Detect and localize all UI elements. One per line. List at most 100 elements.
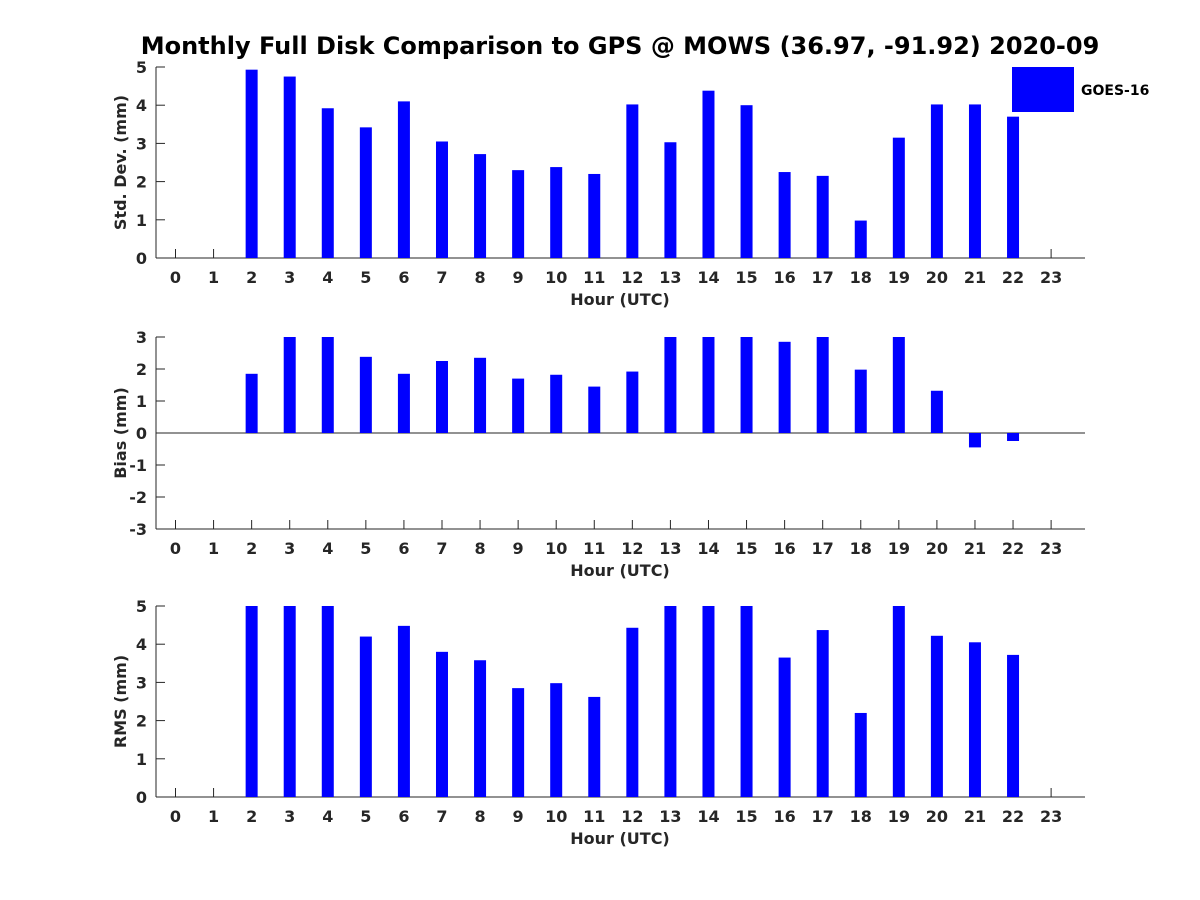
x-tick-label: 14 [697, 807, 719, 826]
x-tick-label: 23 [1040, 807, 1062, 826]
y-tick-label: 2 [136, 712, 147, 731]
x-tick-label: 3 [284, 268, 295, 287]
bar-hour-14 [702, 90, 715, 259]
bar-hour-5 [359, 636, 372, 797]
bar-hour-17 [816, 630, 829, 797]
bar-hour-12 [626, 371, 639, 433]
bar-hour-10 [550, 167, 563, 258]
x-tick-label: 2 [246, 268, 257, 287]
x-tick-label: 22 [1002, 807, 1024, 826]
x-tick-label: 3 [284, 807, 295, 826]
x-axis-label: Hour (UTC) [570, 829, 670, 848]
bar-hour-10 [550, 683, 563, 797]
x-tick-label: 11 [583, 807, 605, 826]
x-tick-label: 6 [398, 268, 409, 287]
x-tick-label: 12 [621, 807, 643, 826]
x-tick-label: 19 [888, 539, 910, 558]
bar-hour-3 [283, 76, 296, 258]
legend: GOES-16 [1012, 67, 1149, 112]
y-tick-label: 1 [136, 392, 147, 411]
bar-hour-11 [588, 173, 601, 258]
x-tick-label: 14 [697, 268, 719, 287]
x-tick-label: 17 [812, 807, 834, 826]
bar-hour-18 [854, 220, 867, 258]
bar-hour-14 [702, 337, 715, 433]
x-tick-label: 13 [659, 539, 681, 558]
x-axis-label: Hour (UTC) [570, 561, 670, 580]
y-tick-label: 0 [136, 788, 147, 807]
bar-hour-2 [245, 69, 258, 258]
bar-hour-4 [321, 108, 334, 258]
x-tick-label: 20 [926, 268, 948, 287]
bar-hour-7 [435, 361, 448, 433]
bar-hour-19 [892, 337, 905, 433]
y-tick-label: -3 [129, 520, 147, 539]
y-tick-label: 1 [136, 750, 147, 769]
x-tick-label: 12 [621, 268, 643, 287]
bar-hour-3 [283, 606, 296, 797]
bar-hour-10 [550, 374, 563, 433]
y-tick-label: 2 [136, 360, 147, 379]
y-tick-label: -1 [129, 456, 147, 475]
y-tick-label: 4 [136, 96, 147, 115]
y-axis-label: Bias (mm) [111, 387, 130, 479]
x-tick-label: 19 [888, 268, 910, 287]
x-tick-label: 7 [436, 268, 447, 287]
x-tick-label: 4 [322, 539, 333, 558]
bar-hour-18 [854, 712, 867, 797]
bar-hour-21 [968, 104, 981, 258]
y-tick-label: 5 [136, 58, 147, 77]
y-tick-label: -2 [129, 488, 147, 507]
y-axis-label: RMS (mm) [111, 655, 130, 748]
y-tick-label: 3 [136, 673, 147, 692]
bar-hour-5 [359, 356, 372, 433]
bar-hour-2 [245, 373, 258, 433]
x-tick-label: 0 [170, 807, 181, 826]
bar-hour-6 [397, 625, 410, 797]
x-tick-label: 1 [208, 539, 219, 558]
bar-hour-8 [474, 357, 487, 433]
bar-hour-13 [664, 142, 677, 258]
bar-hour-2 [245, 606, 258, 797]
x-tick-label: 18 [850, 539, 872, 558]
bar-hour-16 [778, 172, 791, 258]
bar-hour-4 [321, 337, 334, 433]
chart-title: Monthly Full Disk Comparison to GPS @ MO… [141, 32, 1100, 60]
bar-hour-11 [588, 696, 601, 797]
bar-hour-12 [626, 627, 639, 797]
x-tick-label: 4 [322, 268, 333, 287]
x-tick-label: 11 [583, 268, 605, 287]
x-tick-label: 10 [545, 807, 567, 826]
bar-hour-19 [892, 137, 905, 258]
bar-hour-9 [512, 688, 525, 797]
x-tick-label: 3 [284, 539, 295, 558]
y-tick-label: 4 [136, 635, 147, 654]
x-tick-label: 14 [697, 539, 719, 558]
x-tick-label: 18 [850, 807, 872, 826]
x-tick-label: 23 [1040, 268, 1062, 287]
y-tick-label: 1 [136, 211, 147, 230]
bar-hour-11 [588, 386, 601, 433]
bar-hour-6 [397, 101, 410, 258]
x-tick-label: 7 [436, 539, 447, 558]
x-tick-label: 22 [1002, 539, 1024, 558]
y-tick-label: 0 [136, 249, 147, 268]
x-tick-label: 2 [246, 539, 257, 558]
x-tick-label: 12 [621, 539, 643, 558]
x-tick-label: 17 [812, 268, 834, 287]
bar-hour-21 [968, 433, 981, 448]
x-tick-label: 23 [1040, 539, 1062, 558]
x-tick-label: 16 [773, 807, 795, 826]
x-tick-label: 5 [360, 807, 371, 826]
bar-hour-15 [740, 105, 753, 258]
y-tick-label: 0 [136, 424, 147, 443]
x-tick-label: 18 [850, 268, 872, 287]
x-tick-label: 21 [964, 268, 986, 287]
x-tick-label: 19 [888, 807, 910, 826]
x-tick-label: 1 [208, 807, 219, 826]
bar-hour-14 [702, 606, 715, 797]
bar-hour-16 [778, 341, 791, 433]
